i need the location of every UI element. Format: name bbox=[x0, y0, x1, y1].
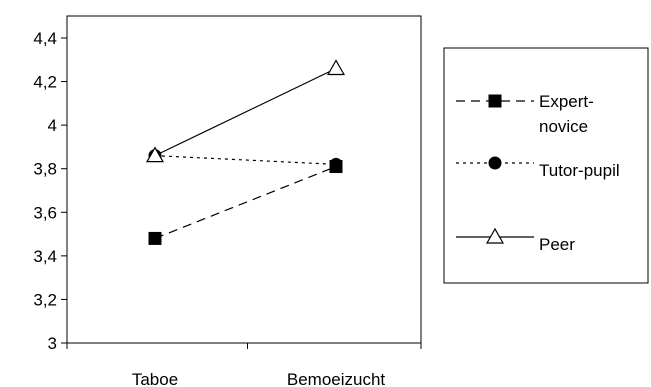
legend-marker bbox=[485, 227, 505, 244]
y-tick-label: 3 bbox=[48, 334, 57, 353]
y-tick-label: 3,6 bbox=[33, 203, 57, 222]
legend-box bbox=[443, 47, 649, 284]
series-line bbox=[154, 155, 337, 165]
data-point bbox=[148, 231, 162, 245]
y-tick-label: 4,4 bbox=[33, 29, 57, 48]
legend-marker bbox=[488, 94, 502, 108]
plot-area-frame bbox=[66, 15, 422, 344]
y-tick-label: 4 bbox=[48, 116, 57, 135]
legend: Expert-novice Tutor-pupil Peer bbox=[456, 92, 620, 254]
series-line bbox=[154, 67, 337, 157]
x-tick-label: Bemoeizucht bbox=[287, 370, 386, 387]
legend-label: Tutor-pupil bbox=[539, 161, 620, 180]
data-point bbox=[326, 59, 346, 76]
legend-marker bbox=[488, 156, 502, 170]
y-tick-label: 3,2 bbox=[33, 290, 57, 309]
series-line bbox=[154, 165, 337, 239]
y-axis-ticks: 3 3,2 3,4 3,6 3,8 4 4,2 4,4 bbox=[33, 29, 67, 353]
data-point bbox=[329, 157, 343, 171]
x-axis-ticks: Taboe Bemoeizucht bbox=[66, 343, 422, 387]
y-tick-label: 3,4 bbox=[33, 247, 57, 266]
legend-label: Peer bbox=[539, 235, 575, 254]
x-tick-label: Taboe bbox=[132, 370, 178, 387]
y-tick-label: 3,8 bbox=[33, 160, 57, 179]
data-point bbox=[145, 146, 165, 163]
legend-label: Expert- bbox=[539, 92, 594, 111]
y-tick-label: 4,2 bbox=[33, 73, 57, 92]
series-layer bbox=[145, 59, 346, 245]
legend-label: novice bbox=[539, 117, 588, 136]
